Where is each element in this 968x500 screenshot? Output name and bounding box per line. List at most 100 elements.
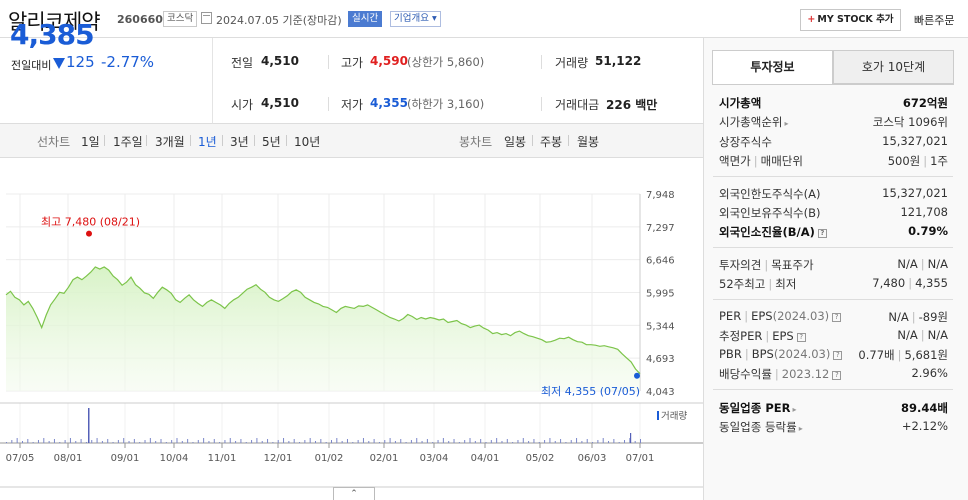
- volume-bar: [181, 441, 183, 443]
- shares-row: 상장주식수 15,327,021: [719, 134, 948, 152]
- x-tick-label: 07/05: [6, 453, 35, 464]
- candle-chart-label: 봉차트: [459, 135, 493, 149]
- shares-label: 상장주식수: [719, 135, 772, 149]
- volume-bar: [272, 442, 274, 443]
- volume-bar: [522, 438, 524, 443]
- volume-bar: [405, 442, 407, 443]
- volume-bar: [480, 439, 482, 443]
- volume-bar: [421, 441, 423, 443]
- divider: [713, 247, 953, 248]
- volume-bar: [400, 439, 402, 443]
- foreign-ratio-row: 외국인소진율(B/A)? 0.79%: [719, 224, 948, 242]
- tab-10y[interactable]: 10년: [294, 135, 321, 149]
- volume-bar: [576, 438, 578, 443]
- help-icon[interactable]: ?: [796, 333, 806, 342]
- foreign-hold-row: 외국인보유주식수(B) 121,708: [719, 205, 948, 223]
- volume-bar: [560, 439, 562, 443]
- current-price: 4,385: [10, 18, 95, 51]
- volume-bar: [53, 439, 55, 443]
- tab-invest-info[interactable]: 투자정보: [712, 50, 833, 84]
- help-icon[interactable]: ?: [817, 229, 827, 238]
- volume-bar: [91, 440, 93, 443]
- open-value: 4,510: [261, 96, 299, 110]
- tab-3m[interactable]: 3개월: [155, 135, 185, 149]
- volume-bar: [48, 441, 50, 443]
- y-tick-label: 4,693: [646, 354, 675, 365]
- tab-1d[interactable]: 1일: [81, 135, 100, 149]
- divider: [713, 176, 953, 177]
- volume-bar: [630, 433, 632, 443]
- chevron-right-icon[interactable]: ▸: [792, 405, 797, 414]
- tab-5y[interactable]: 5년: [262, 135, 281, 149]
- volume-bar: [341, 441, 343, 443]
- market-cap-row: 시가총액 672억원: [719, 95, 948, 113]
- volume-bar: [43, 438, 45, 443]
- sector-per-label[interactable]: 동일업종 PER: [719, 401, 791, 415]
- volume-bar: [624, 440, 626, 443]
- volume-bars: [6, 408, 641, 443]
- dividend-label: 배당수익률: [719, 367, 772, 381]
- company-info-dropdown[interactable]: 기업개요 ▾: [390, 11, 441, 27]
- volume-bar: [325, 442, 327, 443]
- x-tick-label: 02/01: [370, 453, 399, 464]
- rank-row: 시가총액순위 ▸ 코스닥 1096위: [719, 114, 948, 132]
- add-mystock-button[interactable]: + MY STOCK 추가: [800, 9, 901, 31]
- tab-1y[interactable]: 1년: [198, 135, 217, 149]
- open-label: 시가: [231, 98, 254, 112]
- volume-bar: [96, 438, 98, 443]
- tab-daily[interactable]: 일봉: [504, 135, 527, 149]
- volume-bar: [490, 440, 492, 443]
- help-icon[interactable]: ?: [833, 351, 843, 360]
- volume-bar: [139, 442, 141, 443]
- volume-bar: [107, 439, 109, 443]
- fast-order-link[interactable]: 빠른주문: [914, 14, 955, 27]
- chevron-right-icon[interactable]: ▸: [784, 119, 789, 128]
- dividend-value: 2.96%: [911, 366, 948, 380]
- tab-hoga[interactable]: 호가 10단계: [833, 50, 954, 84]
- volume-bar: [474, 441, 476, 443]
- unit-label: 매매단위: [760, 154, 803, 168]
- volume-bar: [410, 440, 412, 443]
- calendar-icon: [201, 12, 212, 24]
- volume-bar: [235, 441, 237, 443]
- per-label: PER: [719, 309, 742, 323]
- price-chart[interactable]: 7,948 7,297 6,646 5,995 5,344 4,693 4,043 07/0…: [0, 158, 703, 500]
- chevron-up-icon[interactable]: ⌃: [333, 487, 375, 500]
- volume-bar: [592, 442, 594, 443]
- volume-bar: [608, 441, 610, 443]
- tab-3y[interactable]: 3년: [230, 135, 249, 149]
- volume-bar: [458, 442, 460, 443]
- opinion-value: N/A: [897, 257, 918, 271]
- pbr-value: 0.77배: [858, 348, 895, 362]
- realtime-button[interactable]: 실시간: [348, 11, 383, 27]
- tab-1w[interactable]: 1주일: [113, 135, 143, 149]
- volume-bar: [299, 442, 301, 443]
- pbr-label: PBR: [719, 347, 742, 361]
- tab-weekly[interactable]: 주봉: [540, 135, 563, 149]
- rank-label: 시가총액순위: [719, 115, 783, 129]
- amount-label: 거래대금: [555, 98, 600, 112]
- volume-bar: [176, 438, 178, 443]
- volume-bar: [21, 441, 23, 443]
- volume-bar: [277, 440, 279, 443]
- divider: [328, 55, 329, 69]
- volume-bar: [378, 442, 380, 443]
- volume-bar: [554, 441, 556, 443]
- volume-bar: [267, 439, 269, 443]
- tab-monthly[interactable]: 월봉: [577, 135, 600, 149]
- sector-rate-label[interactable]: 동일업종 등락률: [719, 420, 797, 434]
- volume-bar: [597, 440, 599, 443]
- quote-date: 2024.07.05 기준(장마감): [216, 14, 342, 27]
- volume-bar: [75, 441, 77, 443]
- opinion-label: 투자의견: [719, 258, 762, 272]
- volume-bar: [629, 438, 631, 443]
- chevron-right-icon[interactable]: ▸: [798, 424, 803, 433]
- help-icon[interactable]: ?: [832, 371, 842, 380]
- help-icon[interactable]: ?: [832, 313, 842, 322]
- volume-bar: [85, 442, 87, 443]
- volume-bar: [283, 438, 285, 443]
- low-label: 저가: [341, 98, 364, 112]
- volume-bar: [213, 439, 215, 443]
- bps-label: BPS: [751, 347, 774, 361]
- volume-bar: [64, 440, 66, 443]
